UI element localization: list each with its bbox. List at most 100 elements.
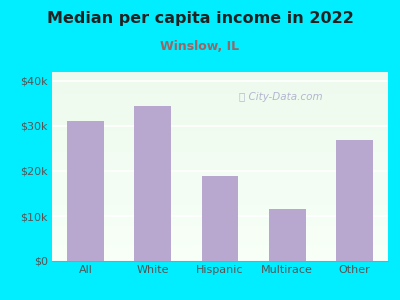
Bar <box>52 146 388 147</box>
Bar <box>52 197 388 198</box>
Bar <box>52 173 388 174</box>
Bar <box>52 89 388 90</box>
Bar <box>52 139 388 140</box>
Bar <box>52 148 388 149</box>
Bar <box>52 98 388 99</box>
Bar <box>52 187 388 188</box>
Bar <box>52 83 388 84</box>
Bar <box>52 228 388 229</box>
Bar <box>52 141 388 142</box>
Bar <box>52 174 388 175</box>
Bar <box>52 156 388 157</box>
Bar <box>52 200 388 202</box>
Bar <box>52 216 388 217</box>
Bar <box>52 171 388 172</box>
Bar <box>52 161 388 162</box>
Bar <box>52 163 388 164</box>
Bar <box>52 198 388 199</box>
Bar <box>52 224 388 225</box>
Bar <box>52 90 388 91</box>
Bar <box>52 91 388 92</box>
Bar <box>52 202 388 203</box>
Bar <box>52 100 388 101</box>
Bar <box>52 119 388 120</box>
Text: ⓘ City-Data.com: ⓘ City-Data.com <box>239 92 322 102</box>
Bar <box>52 127 388 128</box>
Bar <box>52 218 388 219</box>
Bar <box>52 257 388 258</box>
Bar <box>52 193 388 194</box>
Bar <box>52 186 388 187</box>
Bar <box>52 166 388 167</box>
Bar <box>52 103 388 104</box>
Bar <box>52 158 388 159</box>
Bar <box>52 183 388 184</box>
Bar <box>52 104 388 105</box>
Text: Winslow, IL: Winslow, IL <box>160 40 240 53</box>
Bar <box>52 195 388 196</box>
Bar <box>52 134 388 135</box>
Bar <box>52 75 388 76</box>
Bar <box>52 106 388 107</box>
Bar <box>52 168 388 169</box>
Bar <box>52 101 388 102</box>
Bar <box>52 212 388 213</box>
Bar <box>52 73 388 74</box>
Bar <box>52 137 388 138</box>
Bar <box>52 72 388 73</box>
Bar <box>52 191 388 192</box>
Bar <box>52 175 388 176</box>
Bar <box>67 122 104 261</box>
Bar <box>52 94 388 95</box>
Bar <box>52 114 388 115</box>
Bar <box>52 259 388 260</box>
Bar <box>52 74 388 75</box>
Bar <box>52 93 388 94</box>
Bar <box>52 178 388 179</box>
Bar <box>52 138 388 139</box>
Bar <box>52 182 388 183</box>
Bar <box>52 162 388 163</box>
Bar <box>52 202 388 203</box>
Bar <box>52 188 388 189</box>
Bar <box>52 235 388 236</box>
Bar <box>52 123 388 124</box>
Bar <box>52 239 388 240</box>
Bar <box>52 150 388 152</box>
Bar <box>52 96 388 97</box>
Bar <box>52 125 388 126</box>
Bar <box>52 207 388 208</box>
Bar <box>52 116 388 117</box>
Bar <box>52 206 388 207</box>
Bar <box>52 144 388 145</box>
Bar <box>52 185 388 186</box>
Bar <box>52 225 388 226</box>
Bar <box>52 245 388 246</box>
Bar <box>52 251 388 253</box>
Bar <box>52 136 388 137</box>
Bar <box>52 246 388 247</box>
Bar <box>52 179 388 180</box>
Bar <box>52 165 388 166</box>
Bar <box>52 215 388 216</box>
Bar <box>52 118 388 119</box>
Bar <box>52 82 388 83</box>
Bar <box>52 243 388 244</box>
Bar <box>52 194 388 195</box>
Bar <box>269 209 306 261</box>
Bar <box>52 208 388 209</box>
Bar <box>52 145 388 146</box>
Bar <box>52 210 388 211</box>
Bar <box>52 219 388 220</box>
Bar <box>52 92 388 93</box>
Bar <box>52 121 388 122</box>
Bar <box>52 95 388 96</box>
Bar <box>52 129 388 130</box>
Bar <box>52 203 388 204</box>
Bar <box>52 230 388 231</box>
Bar <box>52 84 388 85</box>
Bar <box>52 204 388 205</box>
Bar <box>52 110 388 111</box>
Bar <box>52 159 388 160</box>
Bar <box>52 241 388 242</box>
